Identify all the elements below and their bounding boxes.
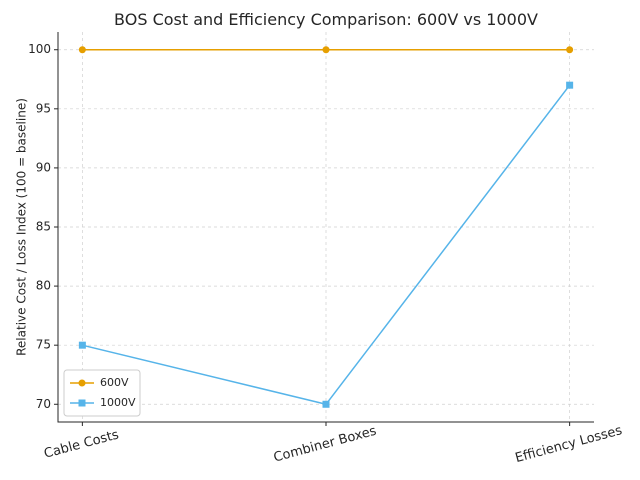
y-tick-label: 100 xyxy=(28,42,51,56)
x-tick-label: Combiner Boxes xyxy=(272,424,378,466)
marker xyxy=(78,341,86,349)
marker xyxy=(78,46,86,54)
x-tick-label: Efficiency Losses xyxy=(514,423,624,466)
y-tick-label: 70 xyxy=(36,397,51,411)
marker xyxy=(322,400,330,408)
y-tick-label: 85 xyxy=(36,220,51,234)
axes-frame xyxy=(57,32,594,423)
marker xyxy=(78,399,86,407)
x-tick-label: Cable Costs xyxy=(42,427,120,461)
marker xyxy=(322,46,330,54)
y-tick-label: 75 xyxy=(36,338,51,352)
y-tick-label: 80 xyxy=(36,279,51,293)
legend-label: 1000V xyxy=(100,396,136,409)
legend-label: 600V xyxy=(100,376,129,389)
marker xyxy=(566,81,574,89)
chart-title: BOS Cost and Efficiency Comparison: 600V… xyxy=(114,10,538,29)
marker xyxy=(566,46,574,54)
y-tick-label: 90 xyxy=(36,160,51,174)
y-axis-label: Relative Cost / Loss Index (100 = baseli… xyxy=(15,98,29,356)
marker xyxy=(78,379,86,387)
y-tick-label: 95 xyxy=(36,101,51,115)
